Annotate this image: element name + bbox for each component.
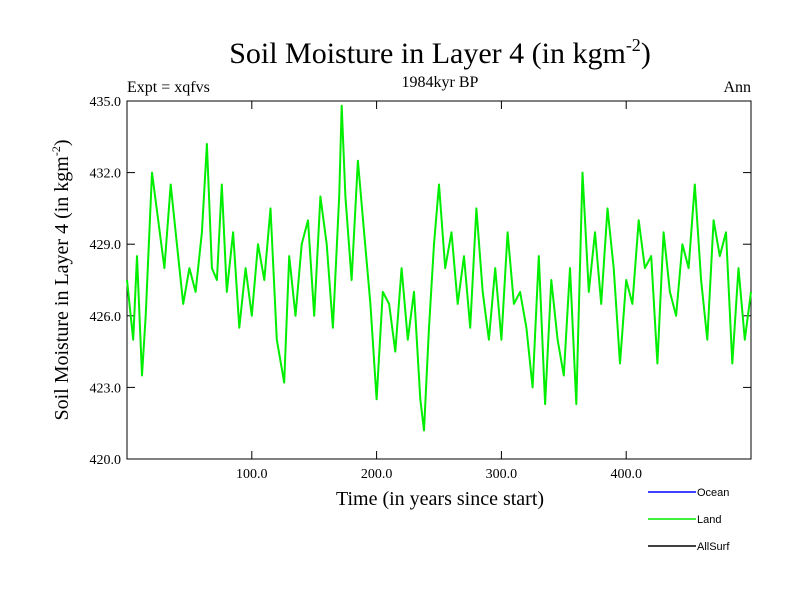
y-tick-label: 426.0 — [90, 310, 122, 325]
y-tick-label: 432.0 — [90, 167, 122, 182]
legend-label-allsurf: AllSurf — [697, 541, 730, 553]
y-tick-label: 420.0 — [90, 453, 122, 468]
x-tick-label: 200.0 — [361, 467, 393, 482]
series-layer — [126, 104, 752, 432]
experiment-label: Expt = xqfvs — [127, 79, 210, 96]
plot-area — [126, 100, 752, 460]
period-label: Ann — [723, 79, 751, 96]
chart-subtitle: 1984kyr BP — [402, 74, 479, 91]
x-axis: 100.0 200.0 300.0 400.0 — [236, 101, 642, 482]
y-axis-label: Soil Moisture in Layer 4 (in kgm-2) — [49, 139, 73, 420]
y-tick-label: 429.0 — [90, 238, 122, 253]
x-axis-label: Time (in years since start) — [336, 488, 544, 510]
legend-label-land: Land — [697, 514, 721, 526]
x-tick-label: 400.0 — [610, 467, 642, 482]
legend-label-ocean: Ocean — [697, 487, 729, 499]
x-tick-label: 100.0 — [236, 467, 268, 482]
y-axis: 420.0 423.0 426.0 429.0 432.0 435.0 — [90, 95, 751, 468]
x-tick-label: 300.0 — [486, 467, 518, 482]
y-tick-label: 435.0 — [90, 95, 122, 110]
series-line-land — [126, 104, 752, 432]
y-tick-label: 423.0 — [90, 381, 122, 396]
legend: Ocean Land AllSurf — [648, 487, 730, 553]
chart-title: Soil Moisture in Layer 4 (in kgm-2) — [229, 35, 651, 70]
